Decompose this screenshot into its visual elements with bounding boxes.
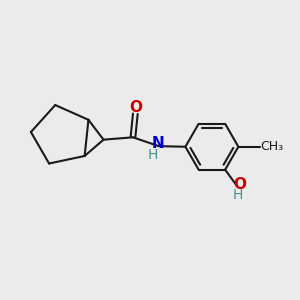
Text: O: O: [233, 177, 246, 192]
Text: N: N: [151, 136, 164, 151]
Text: CH₃: CH₃: [260, 140, 283, 153]
Text: H: H: [232, 188, 243, 202]
Text: H: H: [148, 148, 158, 162]
Text: O: O: [129, 100, 142, 115]
